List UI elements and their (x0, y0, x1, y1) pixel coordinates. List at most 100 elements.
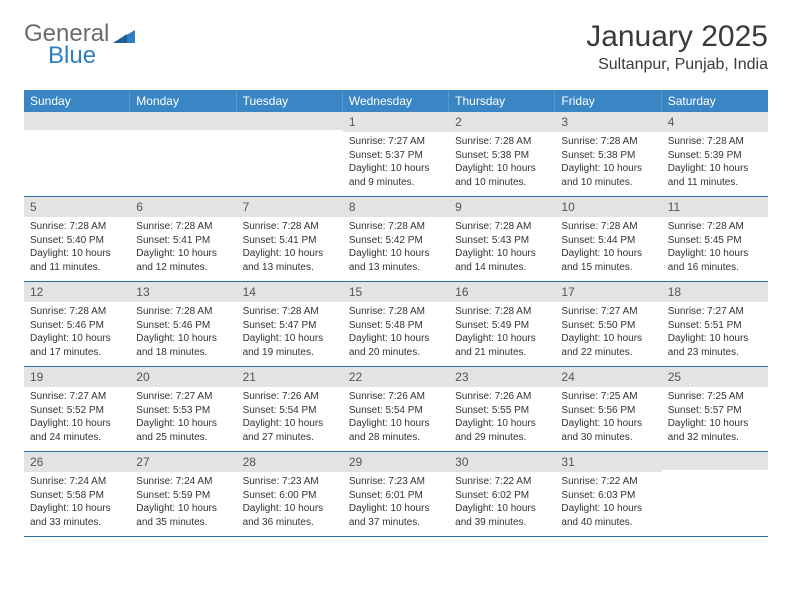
daylight-text: Daylight: 10 hours (668, 417, 762, 431)
calendar-week: 26Sunrise: 7:24 AMSunset: 5:58 PMDayligh… (24, 452, 768, 537)
sunset-text: Sunset: 5:53 PM (136, 404, 230, 418)
sunrise-text: Sunrise: 7:27 AM (668, 305, 762, 319)
location-text: Sultanpur, Punjab, India (586, 56, 768, 74)
daylight-text: and 23 minutes. (668, 346, 762, 360)
daylight-text: Daylight: 10 hours (561, 162, 655, 176)
daylight-text: and 19 minutes. (243, 346, 337, 360)
weekday-header: Saturday (662, 90, 768, 112)
day-details (130, 130, 236, 138)
daylight-text: Daylight: 10 hours (243, 332, 337, 346)
sunset-text: Sunset: 5:54 PM (349, 404, 443, 418)
day-details: Sunrise: 7:28 AMSunset: 5:40 PMDaylight:… (24, 217, 130, 279)
day-details: Sunrise: 7:27 AMSunset: 5:53 PMDaylight:… (130, 387, 236, 449)
daylight-text: and 30 minutes. (561, 431, 655, 445)
calendar-grid: Sunday Monday Tuesday Wednesday Thursday… (24, 90, 768, 537)
day-details (24, 130, 130, 138)
day-number: 16 (449, 282, 555, 302)
sunset-text: Sunset: 6:00 PM (243, 489, 337, 503)
daylight-text: Daylight: 10 hours (136, 502, 230, 516)
day-details: Sunrise: 7:28 AMSunset: 5:43 PMDaylight:… (449, 217, 555, 279)
brand-part2: Blue (48, 42, 96, 70)
sunrise-text: Sunrise: 7:28 AM (30, 220, 124, 234)
day-number: 17 (555, 282, 661, 302)
daylight-text: Daylight: 10 hours (561, 247, 655, 261)
day-number: 11 (662, 197, 768, 217)
sunset-text: Sunset: 5:55 PM (455, 404, 549, 418)
day-details: Sunrise: 7:22 AMSunset: 6:02 PMDaylight:… (449, 472, 555, 534)
sunset-text: Sunset: 5:51 PM (668, 319, 762, 333)
daylight-text: and 29 minutes. (455, 431, 549, 445)
calendar-day: 2Sunrise: 7:28 AMSunset: 5:38 PMDaylight… (449, 112, 555, 196)
weekday-header: Sunday (24, 90, 130, 112)
day-details: Sunrise: 7:26 AMSunset: 5:54 PMDaylight:… (237, 387, 343, 449)
sunset-text: Sunset: 5:47 PM (243, 319, 337, 333)
sunrise-text: Sunrise: 7:26 AM (455, 390, 549, 404)
day-number (237, 112, 343, 130)
day-number: 24 (555, 367, 661, 387)
calendar-day: 20Sunrise: 7:27 AMSunset: 5:53 PMDayligh… (130, 367, 236, 451)
daylight-text: and 35 minutes. (136, 516, 230, 530)
calendar-day: 29Sunrise: 7:23 AMSunset: 6:01 PMDayligh… (343, 452, 449, 536)
calendar-week: 1Sunrise: 7:27 AMSunset: 5:37 PMDaylight… (24, 112, 768, 197)
daylight-text: and 10 minutes. (561, 176, 655, 190)
daylight-text: and 13 minutes. (349, 261, 443, 275)
daylight-text: and 37 minutes. (349, 516, 443, 530)
calendar-day: 6Sunrise: 7:28 AMSunset: 5:41 PMDaylight… (130, 197, 236, 281)
day-details: Sunrise: 7:28 AMSunset: 5:38 PMDaylight:… (555, 132, 661, 194)
sunrise-text: Sunrise: 7:27 AM (561, 305, 655, 319)
day-number: 14 (237, 282, 343, 302)
day-number: 2 (449, 112, 555, 132)
title-block: January 2025 Sultanpur, Punjab, India (586, 20, 768, 74)
calendar-week: 19Sunrise: 7:27 AMSunset: 5:52 PMDayligh… (24, 367, 768, 452)
weekday-header: Tuesday (237, 90, 343, 112)
day-details: Sunrise: 7:25 AMSunset: 5:56 PMDaylight:… (555, 387, 661, 449)
weekday-header: Thursday (449, 90, 555, 112)
calendar-day: 13Sunrise: 7:28 AMSunset: 5:46 PMDayligh… (130, 282, 236, 366)
sunset-text: Sunset: 5:54 PM (243, 404, 337, 418)
sunrise-text: Sunrise: 7:28 AM (455, 220, 549, 234)
sunrise-text: Sunrise: 7:28 AM (243, 220, 337, 234)
day-details: Sunrise: 7:23 AMSunset: 6:01 PMDaylight:… (343, 472, 449, 534)
sunrise-text: Sunrise: 7:23 AM (243, 475, 337, 489)
sunset-text: Sunset: 5:39 PM (668, 149, 762, 163)
daylight-text: Daylight: 10 hours (561, 417, 655, 431)
day-details: Sunrise: 7:27 AMSunset: 5:51 PMDaylight:… (662, 302, 768, 364)
daylight-text: Daylight: 10 hours (668, 162, 762, 176)
day-number: 4 (662, 112, 768, 132)
calendar-day: 10Sunrise: 7:28 AMSunset: 5:44 PMDayligh… (555, 197, 661, 281)
daylight-text: Daylight: 10 hours (668, 332, 762, 346)
calendar-day: 15Sunrise: 7:28 AMSunset: 5:48 PMDayligh… (343, 282, 449, 366)
calendar-day: 3Sunrise: 7:28 AMSunset: 5:38 PMDaylight… (555, 112, 661, 196)
daylight-text: Daylight: 10 hours (455, 332, 549, 346)
day-details (662, 470, 768, 478)
sunset-text: Sunset: 5:38 PM (561, 149, 655, 163)
weekday-header: Monday (130, 90, 236, 112)
sunrise-text: Sunrise: 7:25 AM (561, 390, 655, 404)
calendar-day: 7Sunrise: 7:28 AMSunset: 5:41 PMDaylight… (237, 197, 343, 281)
sunrise-text: Sunrise: 7:27 AM (349, 135, 443, 149)
calendar-day: 25Sunrise: 7:25 AMSunset: 5:57 PMDayligh… (662, 367, 768, 451)
calendar-day: 16Sunrise: 7:28 AMSunset: 5:49 PMDayligh… (449, 282, 555, 366)
sunset-text: Sunset: 6:03 PM (561, 489, 655, 503)
calendar-day: 9Sunrise: 7:28 AMSunset: 5:43 PMDaylight… (449, 197, 555, 281)
day-number: 31 (555, 452, 661, 472)
day-number: 8 (343, 197, 449, 217)
day-details: Sunrise: 7:27 AMSunset: 5:50 PMDaylight:… (555, 302, 661, 364)
daylight-text: and 24 minutes. (30, 431, 124, 445)
daylight-text: and 25 minutes. (136, 431, 230, 445)
daylight-text: and 18 minutes. (136, 346, 230, 360)
sunset-text: Sunset: 5:41 PM (243, 234, 337, 248)
calendar-page: General January 2025 Sultanpur, Punjab, … (0, 0, 792, 557)
daylight-text: and 9 minutes. (349, 176, 443, 190)
day-number: 23 (449, 367, 555, 387)
sunset-text: Sunset: 5:52 PM (30, 404, 124, 418)
day-details: Sunrise: 7:28 AMSunset: 5:46 PMDaylight:… (24, 302, 130, 364)
day-details: Sunrise: 7:26 AMSunset: 5:54 PMDaylight:… (343, 387, 449, 449)
day-number: 18 (662, 282, 768, 302)
sunset-text: Sunset: 5:56 PM (561, 404, 655, 418)
daylight-text: Daylight: 10 hours (30, 417, 124, 431)
sunrise-text: Sunrise: 7:27 AM (136, 390, 230, 404)
day-details: Sunrise: 7:28 AMSunset: 5:38 PMDaylight:… (449, 132, 555, 194)
sunrise-text: Sunrise: 7:28 AM (561, 135, 655, 149)
sunset-text: Sunset: 6:01 PM (349, 489, 443, 503)
